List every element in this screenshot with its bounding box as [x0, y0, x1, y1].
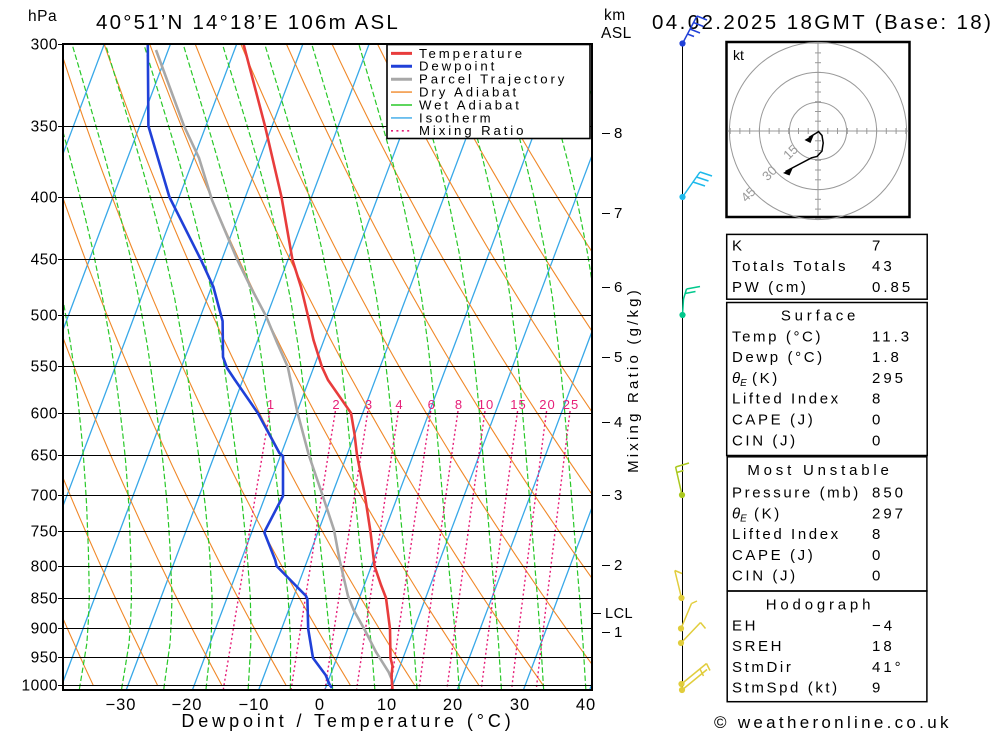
svg-text:Dry Adiabat: Dry Adiabat [419, 85, 519, 100]
svg-text:7: 7 [872, 237, 883, 254]
svg-text:850: 850 [31, 591, 58, 608]
svg-text:1000: 1000 [22, 678, 58, 695]
svg-text:Dewpoint: Dewpoint [419, 59, 497, 74]
svg-text:StmSpd (kt): StmSpd (kt) [732, 680, 840, 697]
svg-text:18: 18 [872, 638, 895, 655]
svg-text:9: 9 [872, 680, 883, 697]
svg-text:2: 2 [332, 397, 340, 412]
svg-text:PW (cm): PW (cm) [732, 279, 809, 296]
svg-text:11.3: 11.3 [872, 328, 912, 345]
svg-text:700: 700 [31, 488, 58, 505]
svg-text:350: 350 [31, 119, 58, 136]
svg-text:Pressure (mb): Pressure (mb) [732, 485, 861, 502]
svg-text:7: 7 [614, 205, 623, 222]
svg-text:StmDir: StmDir [732, 659, 793, 676]
svg-text:CIN (J): CIN (J) [732, 432, 798, 449]
svg-text:−20: −20 [172, 696, 203, 714]
svg-text:−30: −30 [106, 696, 137, 714]
svg-text:950: 950 [31, 650, 58, 667]
svg-text:Isotherm: Isotherm [419, 110, 494, 125]
svg-text:10: 10 [478, 397, 494, 412]
svg-text:Surface: Surface [781, 308, 859, 325]
svg-text:0.85: 0.85 [872, 279, 913, 296]
svg-text:LCL: LCL [605, 606, 633, 622]
svg-text:550: 550 [31, 359, 58, 376]
svg-text:K: K [732, 237, 745, 254]
svg-text:8: 8 [614, 125, 623, 142]
svg-text:8: 8 [872, 391, 883, 408]
svg-text:CAPE (J): CAPE (J) [732, 412, 815, 429]
svg-text:0: 0 [872, 547, 883, 564]
svg-text:0: 0 [315, 696, 325, 714]
svg-text:4: 4 [395, 397, 403, 412]
svg-text:40°51’N 14°18’E 106m ASL: 40°51’N 14°18’E 106m ASL [96, 11, 400, 34]
svg-text:8: 8 [455, 397, 463, 412]
svg-text:850: 850 [872, 485, 906, 502]
svg-text:Totals Totals: Totals Totals [732, 258, 848, 275]
svg-text:4: 4 [614, 414, 623, 431]
svg-text:41°: 41° [872, 659, 904, 676]
svg-text:300: 300 [31, 37, 58, 54]
svg-text:400: 400 [31, 190, 58, 207]
svg-text:25: 25 [563, 397, 579, 412]
svg-text:1: 1 [267, 397, 275, 412]
svg-text:−10: −10 [239, 696, 270, 714]
svg-text:0: 0 [872, 432, 883, 449]
svg-text:(K): (K) [752, 370, 780, 387]
svg-text:(K): (K) [754, 505, 782, 522]
svg-text:15: 15 [510, 397, 526, 412]
svg-text:SREH: SREH [732, 638, 784, 655]
svg-text:04.02.2025 18GMT (Base: 18): 04.02.2025 18GMT (Base: 18) [652, 11, 993, 34]
svg-text:−4: −4 [872, 617, 895, 634]
svg-text:Temperature: Temperature [419, 46, 525, 61]
svg-text:hPa: hPa [28, 8, 57, 25]
svg-text:Lifted Index: Lifted Index [732, 391, 841, 408]
svg-text:EH: EH [732, 617, 758, 634]
svg-text:3: 3 [365, 397, 373, 412]
svg-text:20: 20 [443, 696, 463, 714]
svg-text:© weatheronline.co.uk: © weatheronline.co.uk [714, 713, 952, 732]
svg-text:1.8: 1.8 [872, 349, 902, 366]
svg-text:Dewpoint / Temperature (°C): Dewpoint / Temperature (°C) [181, 711, 514, 731]
svg-text:900: 900 [31, 621, 58, 638]
svg-text:650: 650 [31, 448, 58, 465]
svg-text:600: 600 [31, 406, 58, 423]
svg-text:0: 0 [872, 568, 883, 585]
svg-text:Mixing Ratio: Mixing Ratio [419, 123, 526, 138]
svg-text:500: 500 [31, 308, 58, 325]
svg-text:kt: kt [733, 47, 744, 63]
svg-text:Mixing Ratio (g/kg): Mixing Ratio (g/kg) [625, 287, 642, 473]
svg-text:295: 295 [872, 370, 906, 387]
svg-text:Lifted Index: Lifted Index [732, 526, 841, 543]
svg-text:CIN (J): CIN (J) [732, 568, 798, 585]
svg-text:43: 43 [872, 258, 895, 275]
svg-text:Parcel Trajectory: Parcel Trajectory [419, 72, 567, 87]
svg-text:10: 10 [377, 696, 397, 714]
svg-text:450: 450 [31, 252, 58, 269]
svg-text:800: 800 [31, 559, 58, 576]
svg-text:750: 750 [31, 524, 58, 541]
svg-text:1: 1 [614, 624, 623, 641]
svg-text:Wet Adiabat: Wet Adiabat [419, 97, 522, 112]
svg-text:30: 30 [510, 696, 530, 714]
svg-text:Hodograph: Hodograph [766, 597, 874, 614]
svg-text:Dewp (°C): Dewp (°C) [732, 349, 825, 366]
svg-text:8: 8 [872, 526, 883, 543]
svg-text:Temp (°C): Temp (°C) [732, 328, 823, 345]
svg-text:CAPE (J): CAPE (J) [732, 547, 815, 564]
svg-text:20: 20 [539, 397, 555, 412]
svg-text:297: 297 [872, 505, 906, 522]
svg-text:3: 3 [614, 487, 623, 504]
svg-text:2: 2 [614, 557, 623, 574]
svg-text:6: 6 [614, 279, 623, 296]
svg-text:0: 0 [872, 412, 883, 429]
svg-text:ASL: ASL [601, 25, 632, 42]
svg-text:km: km [604, 7, 626, 24]
svg-text:5: 5 [614, 349, 623, 366]
svg-text:6: 6 [428, 397, 436, 412]
svg-text:Most Unstable: Most Unstable [747, 462, 892, 479]
svg-text:40: 40 [576, 696, 596, 714]
